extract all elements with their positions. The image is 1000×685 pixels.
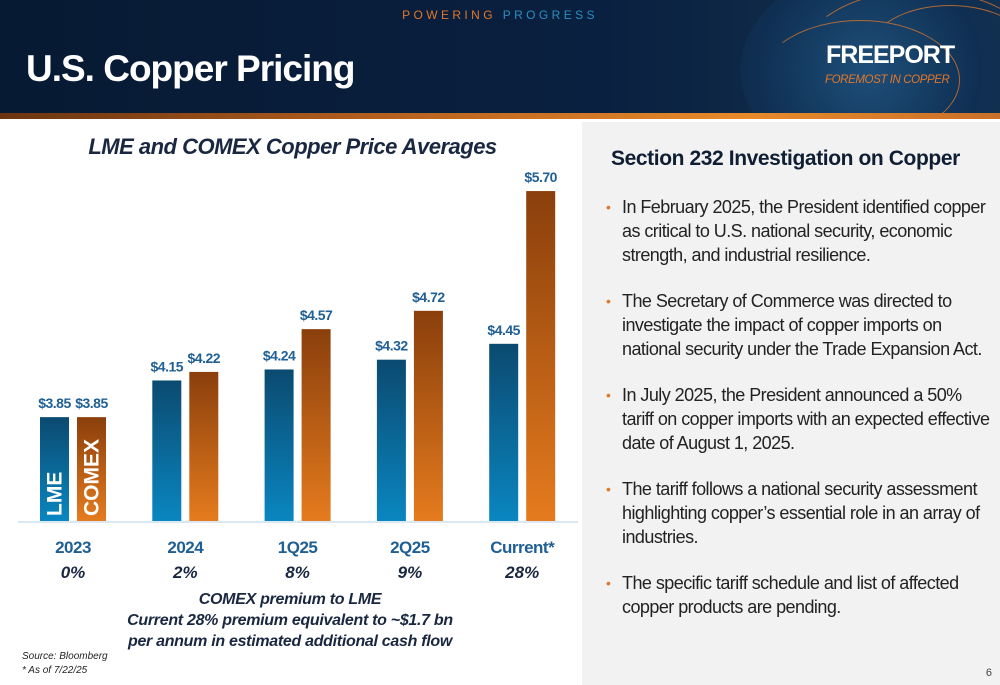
legend-comex: COMEX: [81, 439, 104, 516]
bar-comex-1q25: [301, 329, 331, 521]
bar-comex-2q25: [413, 310, 443, 521]
premium-label: 0%: [61, 563, 86, 582]
bar-lme-2024: [152, 380, 182, 521]
bullet-text: In February 2025, the President identifi…: [622, 197, 986, 265]
data-label: $4.22: [188, 350, 221, 366]
tagline: POWERING PROGRESS: [0, 8, 1000, 22]
premium-label: 8%: [285, 563, 310, 582]
x-tick-label: 2Q25: [390, 538, 430, 557]
data-label: $4.57: [300, 307, 333, 323]
premium-label: 2%: [172, 563, 198, 582]
page-title: U.S. Copper Pricing: [26, 48, 355, 89]
bar-lme-1q25: [264, 369, 294, 521]
data-label: $3.85: [75, 395, 108, 411]
bar-lme-2023: [40, 417, 69, 521]
copper-stripe: [0, 113, 1000, 119]
bullet-icon: •: [606, 575, 611, 591]
bar-lme-2q25: [376, 359, 406, 521]
bullet-item: • In July 2025, the President announced a…: [606, 383, 996, 455]
bullet-text: The Secretary of Commerce was directed t…: [622, 291, 982, 359]
panel-title: Section 232 Investigation on Copper: [611, 147, 960, 170]
x-tick-label: 2024: [167, 538, 204, 557]
chart-title: LME and COMEX Copper Price Averages: [88, 134, 497, 159]
x-tick-label: 1Q25: [278, 538, 318, 557]
as-of-note: * As of 7/22/25: [22, 665, 88, 676]
note-line: Current 28% premium equivalent to ~$1.7 …: [127, 612, 453, 629]
freeport-logo: FREEPORT: [826, 41, 955, 69]
bullet-item: • The Secretary of Commerce was directed …: [606, 289, 996, 361]
data-label: $4.72: [412, 289, 445, 305]
bullet-item: • In February 2025, the President identif…: [606, 195, 996, 267]
info-panel: Section 232 Investigation on Copper • In …: [582, 122, 1000, 685]
bullet-text: In July 2025, the President announced a …: [622, 385, 990, 453]
bullet-icon: •: [606, 199, 611, 215]
arc-graphic: [870, 5, 1000, 95]
bar-chart: $3.85 $3.85 2023 0% $4.15$4.22 2024 2% $4.24 $4.…: [18, 169, 578, 582]
premium-label: 9%: [398, 563, 423, 582]
legend-lme: LME: [44, 472, 67, 516]
data-label: $4.15: [151, 358, 184, 374]
premium-label: 28%: [504, 563, 539, 582]
logo-subtitle: FOREMOST IN COPPER: [825, 74, 950, 86]
data-label: $5.70: [524, 169, 557, 185]
data-label: $4.24: [263, 347, 296, 363]
bar-comex-2024: [189, 371, 219, 521]
bar-comex-current: [526, 191, 556, 521]
bar-comex-2023: [77, 417, 106, 521]
x-tick-label: 2023: [55, 538, 91, 557]
bullet-list: • In February 2025, the President identif…: [606, 195, 996, 641]
bullet-item: • The tariff follows a national security …: [606, 477, 996, 549]
data-label: $3.85: [38, 395, 71, 411]
data-label: $4.45: [487, 322, 520, 338]
header-banner: POWERING PROGRESS U.S. Copper Pricing FR…: [0, 0, 1000, 113]
x-tick-label: Current*: [490, 538, 555, 557]
premium-note: COMEX premium to LME Current 28% premium…: [100, 589, 480, 652]
note-line: per annum in estimated additional cash f…: [127, 633, 453, 650]
bullet-text: The specific tariff schedule and list of…: [622, 573, 959, 617]
bullet-text: The tariff follows a national security a…: [622, 479, 980, 547]
bar-lme-current: [489, 343, 519, 521]
bullet-icon: •: [606, 481, 611, 497]
bullet-item: • The specific tariff schedule and list o…: [606, 571, 996, 619]
source-text: Source: Bloomberg: [22, 651, 108, 662]
bullet-icon: •: [606, 387, 611, 403]
bullet-icon: •: [606, 293, 611, 309]
page-number: 6: [985, 667, 992, 679]
data-label: $4.32: [375, 338, 408, 354]
tagline-powering: POWERING: [402, 8, 496, 22]
note-line: COMEX premium to LME: [198, 591, 382, 608]
tagline-progress: PROGRESS: [502, 8, 598, 22]
